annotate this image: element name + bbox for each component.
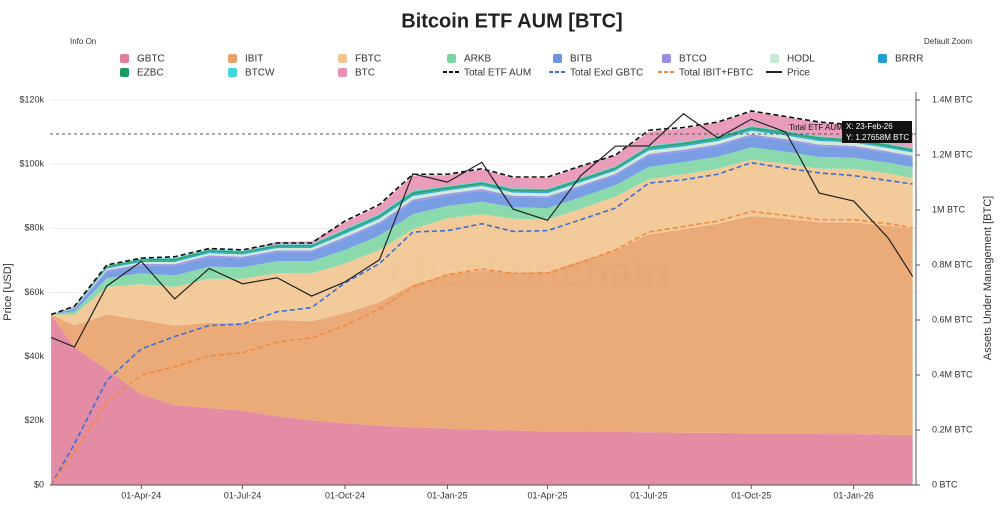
x-tick-label: 01-Jan-25 (427, 490, 468, 500)
area (51, 111, 913, 315)
tooltip-series: Total ETF AUM (789, 123, 843, 132)
legend-label: BTCW (245, 68, 275, 79)
legend-swatch (228, 54, 237, 63)
legend-label: FBTC (355, 54, 381, 65)
x-tick-label: 01-Jul-24 (224, 490, 262, 500)
tooltip-y: Y: 1.27658M BTC (846, 133, 909, 142)
y2-tick-label: 0 BTC (932, 479, 958, 489)
legend-label: Total ETF AUM (464, 68, 531, 79)
legend-label: Price (787, 68, 810, 79)
y2-tick-label: 0.8M BTC (932, 259, 973, 269)
info-toggle[interactable]: Info On (70, 37, 96, 46)
y-tick-label: $80k (24, 223, 44, 233)
y2-tick-label: 0.6M BTC (932, 314, 973, 324)
legend-swatch (770, 54, 779, 63)
legend-label: BRRR (895, 54, 923, 65)
x-tick-label: 01-Oct-25 (731, 490, 771, 500)
y2-tick-label: 0.4M BTC (932, 369, 973, 379)
legend-label: BITB (570, 54, 593, 65)
y-tick-label: $120k (19, 94, 44, 104)
x-tick-label: 01-Jan-26 (833, 490, 874, 500)
area (51, 216, 913, 435)
total-line (50, 210, 913, 486)
price-line (50, 113, 914, 348)
total-line (50, 161, 913, 486)
legend-swatch (338, 54, 347, 63)
area (51, 159, 913, 326)
legend-label: EZBC (137, 68, 164, 79)
y2-tick-label: 0.2M BTC (932, 424, 973, 434)
y2-tick-label: 1.4M BTC (932, 94, 973, 104)
legend-label: BTC (355, 68, 375, 79)
legend-label: Total Excl GBTC (570, 68, 643, 79)
legend-swatch (120, 68, 129, 77)
legend-swatch (878, 54, 887, 63)
y2-axis-title: Assets Under Management [BTC] (982, 196, 994, 360)
legend-label: IBIT (245, 54, 263, 65)
area (51, 147, 913, 315)
legend-label: Total IBIT+FBTC (679, 68, 753, 79)
y-tick-label: $20k (24, 415, 44, 425)
legend-label: GBTC (137, 54, 165, 65)
legend-label: BTCO (679, 54, 707, 65)
legend-swatch (662, 54, 671, 63)
x-tick-label: 01-Jul-25 (630, 490, 668, 500)
zoom-select[interactable]: Default Zoom (924, 37, 972, 46)
y2-tick-label: 1.2M BTC (932, 149, 973, 159)
area (51, 136, 913, 315)
y-tick-label: $40k (24, 351, 44, 361)
total-line (50, 110, 913, 316)
area (51, 314, 913, 485)
y-tick-label: $60k (24, 287, 44, 297)
y-axis-title: Price [USD] (2, 263, 14, 320)
legend-swatch (120, 54, 129, 63)
legend-label: HODL (787, 54, 815, 65)
x-tick-label: 01-Oct-24 (325, 490, 365, 500)
x-tick-label: 01-Apr-25 (528, 490, 568, 500)
y-tick-label: $100k (19, 159, 44, 169)
y2-tick-label: 1M BTC (932, 204, 966, 214)
legend-label: ARKB (464, 54, 492, 65)
y-tick-label: $0 (34, 479, 44, 489)
legend-swatch (228, 68, 237, 77)
chart-title: Bitcoin ETF AUM [BTC] (401, 10, 622, 32)
x-tick-label: 01-Apr-24 (121, 490, 161, 500)
tooltip-box (842, 121, 912, 143)
legend-swatch (338, 68, 347, 77)
legend-swatch (447, 54, 456, 63)
legend-swatch (553, 54, 562, 63)
tooltip-x: X: 23-Feb-26 (846, 122, 893, 131)
